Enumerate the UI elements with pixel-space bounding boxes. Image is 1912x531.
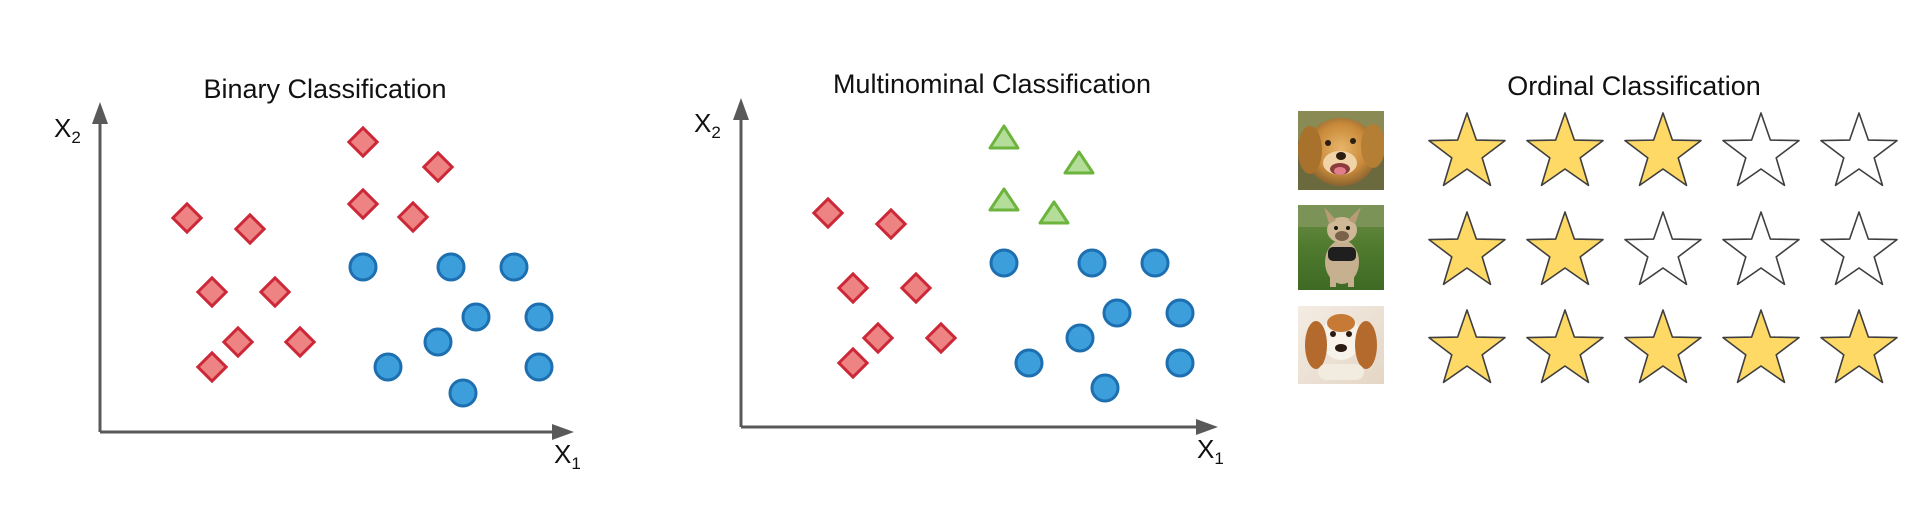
filled-star-icon	[1624, 112, 1702, 187]
ordinal-title: Ordinal Classification	[1507, 71, 1761, 101]
red-diamond-marker	[861, 321, 895, 355]
blue-circle-marker	[461, 302, 491, 332]
green-triangle-marker	[1063, 150, 1095, 175]
binary-circles	[348, 252, 554, 408]
blue-circle-marker	[1090, 373, 1120, 403]
red-diamond-marker	[346, 187, 380, 221]
filled-star-icon	[1526, 309, 1604, 384]
rating-row	[1428, 309, 1898, 384]
multinomial-y-axis-sub: 2	[711, 123, 720, 142]
french-bulldog-photo	[1298, 205, 1384, 290]
beagle-puppy-photo	[1298, 306, 1384, 384]
red-diamond-marker	[899, 271, 933, 305]
filled-star-icon	[1820, 309, 1898, 384]
multinomial-x-axis-base: X	[1197, 434, 1214, 464]
binary-y-axis-base: X	[54, 113, 71, 143]
blue-circle-marker	[989, 248, 1019, 278]
blue-circle-marker	[524, 352, 554, 382]
binary-y-axis-sub: 2	[71, 128, 80, 147]
binary-x-axis-base: X	[554, 439, 571, 469]
blue-circle-marker	[436, 252, 466, 282]
red-diamond-marker	[195, 275, 229, 309]
ordinal-ratings	[1428, 112, 1898, 384]
red-diamond-marker	[221, 325, 255, 359]
blue-circle-marker	[448, 378, 478, 408]
binary-y-axis	[92, 102, 108, 432]
golden-retriever-photo	[1298, 111, 1384, 190]
green-triangle-marker	[1038, 200, 1070, 225]
binary-title: Binary Classification	[203, 74, 446, 104]
rating-row	[1428, 211, 1898, 286]
blue-circle-marker	[524, 302, 554, 332]
multinomial-y-axis-label: X2	[694, 108, 721, 142]
blue-circle-marker	[1102, 298, 1132, 328]
filled-star-icon	[1428, 211, 1506, 286]
blue-circle-marker	[1165, 298, 1195, 328]
multinomial-diamonds	[811, 196, 958, 380]
red-diamond-marker	[233, 212, 267, 246]
multinomial-y-axis	[733, 98, 749, 427]
multinomial-x-axis-sub: 1	[1214, 449, 1223, 468]
red-diamond-marker	[283, 325, 317, 359]
binary-x-axis-sub: 1	[571, 454, 580, 473]
empty-star-icon	[1722, 112, 1800, 187]
multinomial-panel: Multinominal Classification X2 X1	[694, 69, 1224, 468]
red-diamond-marker	[421, 150, 455, 184]
blue-circle-marker	[423, 327, 453, 357]
blue-circle-marker	[373, 352, 403, 382]
rating-row	[1428, 112, 1898, 187]
empty-star-icon	[1820, 112, 1898, 187]
empty-star-icon	[1820, 211, 1898, 286]
blue-circle-marker	[1140, 248, 1170, 278]
binary-y-axis-label: X2	[54, 113, 81, 147]
green-triangle-marker	[988, 124, 1020, 150]
filled-star-icon	[1722, 309, 1800, 384]
binary-x-axis-label: X1	[554, 439, 581, 473]
multinomial-triangles	[988, 124, 1095, 225]
red-diamond-marker	[811, 196, 845, 230]
filled-star-icon	[1428, 112, 1506, 187]
filled-star-icon	[1428, 309, 1506, 384]
binary-x-axis	[100, 424, 574, 440]
empty-star-icon	[1722, 211, 1800, 286]
multinomial-circles	[989, 248, 1195, 403]
multinomial-x-axis	[741, 419, 1218, 435]
red-diamond-marker	[836, 346, 870, 380]
empty-star-icon	[1624, 211, 1702, 286]
filled-star-icon	[1526, 211, 1604, 286]
red-diamond-marker	[258, 275, 292, 309]
blue-circle-marker	[1014, 348, 1044, 378]
red-diamond-marker	[346, 125, 380, 159]
multinomial-y-axis-base: X	[694, 108, 711, 138]
red-diamond-marker	[874, 207, 908, 241]
blue-circle-marker	[1065, 323, 1095, 353]
blue-circle-marker	[1165, 348, 1195, 378]
multinomial-title: Multinominal Classification	[833, 69, 1151, 99]
red-diamond-marker	[195, 350, 229, 384]
red-diamond-marker	[836, 271, 870, 305]
filled-star-icon	[1624, 309, 1702, 384]
binary-panel: Binary Classification X2 X1	[54, 74, 581, 473]
red-diamond-marker	[170, 201, 204, 235]
green-triangle-marker	[988, 187, 1020, 212]
red-diamond-marker	[924, 321, 958, 355]
blue-circle-marker	[499, 252, 529, 282]
filled-star-icon	[1526, 112, 1604, 187]
red-diamond-marker	[396, 200, 430, 234]
blue-circle-marker	[1077, 248, 1107, 278]
blue-circle-marker	[348, 252, 378, 282]
ordinal-panel: Ordinal Classification	[1298, 71, 1898, 384]
binary-diamonds	[170, 125, 455, 384]
multinomial-x-axis-label: X1	[1197, 434, 1224, 468]
